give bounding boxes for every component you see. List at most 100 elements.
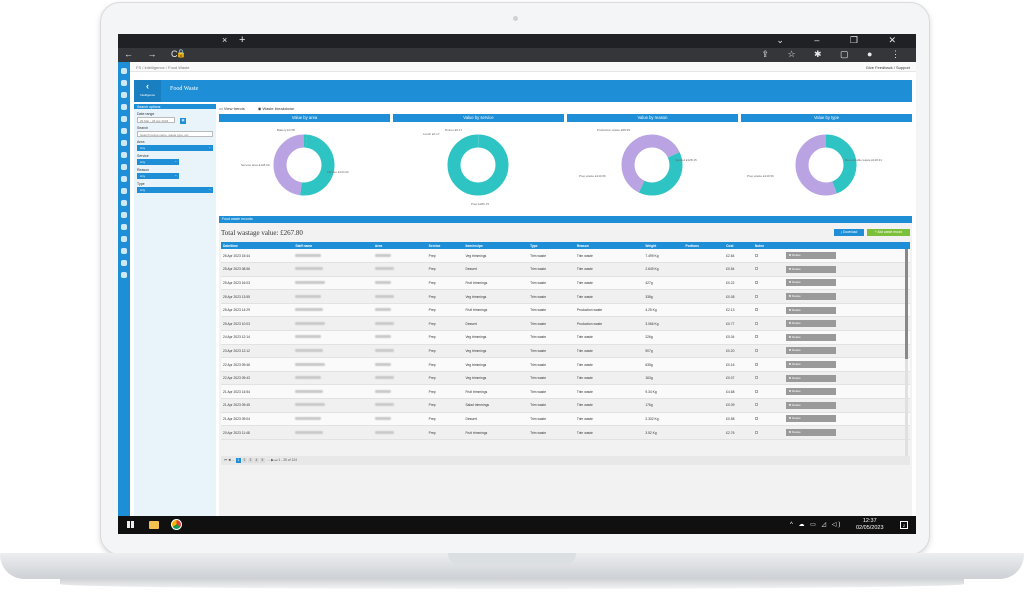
table-row[interactable]: 25 Apr 2023 16:03 Prep Fruit trimmings Trim… bbox=[221, 276, 910, 290]
table-row[interactable]: 25 Apr 2023 08:56 Prep Dessert Trim waste Tr… bbox=[221, 262, 910, 277]
column-header[interactable]: Service bbox=[428, 243, 441, 248]
table-row[interactable]: 24 Apr 2023 12:14 Prep Veg trimmings Trim w… bbox=[221, 330, 910, 345]
chrome-icon[interactable] bbox=[171, 519, 182, 530]
column-header[interactable]: Weight bbox=[645, 243, 657, 248]
column-header[interactable]: Date/time bbox=[223, 243, 238, 248]
nav-icon[interactable] bbox=[121, 116, 127, 122]
page-button[interactable]: 3 bbox=[247, 458, 253, 463]
notes-checkbox[interactable] bbox=[754, 362, 758, 366]
nav-icon[interactable] bbox=[121, 104, 127, 110]
nav-icon[interactable] bbox=[121, 200, 127, 206]
type-select[interactable]: Any ⌄ bbox=[137, 187, 213, 193]
windows-start-icon[interactable] bbox=[127, 521, 134, 528]
delete-button[interactable]: ✖ Delete bbox=[785, 401, 836, 409]
notes-checkbox[interactable] bbox=[754, 430, 758, 434]
nav-icon[interactable] bbox=[121, 80, 127, 86]
donut-segment[interactable] bbox=[621, 134, 683, 196]
first-page-icon[interactable]: ⏮ ◀ … bbox=[224, 458, 236, 462]
notes-checkbox[interactable] bbox=[754, 389, 758, 393]
column-header[interactable]: Type bbox=[530, 243, 538, 248]
notification-icon[interactable]: 2 bbox=[900, 521, 908, 529]
nav-icon[interactable] bbox=[121, 140, 127, 146]
delete-button[interactable]: ✖ Delete bbox=[785, 415, 836, 423]
delete-button[interactable]: ✖ Delete bbox=[785, 388, 836, 396]
nav-icon[interactable] bbox=[121, 260, 127, 266]
notes-checkbox[interactable] bbox=[754, 308, 758, 312]
delete-button[interactable]: ✖ Delete bbox=[785, 279, 836, 287]
column-header[interactable] bbox=[784, 242, 910, 249]
delete-button[interactable]: ✖ Delete bbox=[785, 333, 836, 341]
notes-checkbox[interactable] bbox=[754, 416, 758, 420]
donut-segment[interactable] bbox=[795, 134, 857, 196]
column-header[interactable]: Cost bbox=[726, 243, 734, 248]
date-range-input[interactable]: 26 Mar - 26 Apr 2023 ▦ bbox=[137, 117, 186, 124]
notes-checkbox[interactable] bbox=[754, 403, 758, 407]
calendar-icon[interactable]: ▦ bbox=[180, 118, 186, 124]
column-header[interactable]: Notes bbox=[754, 243, 765, 248]
table-row[interactable]: 25 Apr 2023 14:29 Prep Fruit trimmings Trim… bbox=[221, 303, 910, 317]
donut-segment[interactable] bbox=[447, 134, 509, 196]
delete-button[interactable]: ✖ Delete bbox=[785, 293, 836, 301]
system-tray[interactable]: ^ ☁ ▭ ◿ ◁) bbox=[790, 522, 843, 528]
table-row[interactable]: 21 Apr 2023 09:45 Prep Salad trimmings Trim… bbox=[221, 398, 910, 413]
table-row[interactable]: 26 Apr 2023 15:44 Prep Veg trimmings Trim w… bbox=[221, 249, 910, 263]
nav-icon[interactable] bbox=[121, 92, 127, 98]
donut-segment[interactable] bbox=[273, 134, 335, 196]
nav-icon[interactable] bbox=[121, 212, 127, 218]
feedback-link[interactable]: Give Feedback / Support bbox=[865, 65, 910, 70]
search-input[interactable]: Search recipe name, waste type, etc bbox=[137, 131, 213, 137]
notes-checkbox[interactable] bbox=[754, 280, 758, 284]
nav-icon[interactable] bbox=[121, 248, 127, 254]
new-tab-button[interactable]: + bbox=[239, 34, 246, 46]
delete-button[interactable]: ✖ Delete bbox=[785, 429, 836, 437]
notes-checkbox[interactable] bbox=[754, 376, 758, 380]
table-row[interactable]: 21 Apr 2023 09:04 Prep Dessert Trim waste Tr… bbox=[221, 412, 910, 426]
column-header[interactable]: Staff name bbox=[295, 243, 313, 248]
nav-icon[interactable] bbox=[121, 188, 127, 194]
table-row[interactable]: 25 Apr 2023 10:03 Prep Dessert Trim waste Pr… bbox=[221, 316, 910, 331]
tab-view-trends[interactable]: ▭ View trends bbox=[219, 106, 245, 111]
notes-checkbox[interactable] bbox=[754, 321, 758, 325]
page-button[interactable]: 5 bbox=[259, 458, 265, 463]
file-explorer-icon[interactable] bbox=[149, 521, 159, 529]
next-page-icon[interactable]: … ▶ ⏭ bbox=[266, 458, 278, 462]
nav-icon[interactable] bbox=[121, 164, 127, 170]
column-header[interactable]: Area bbox=[374, 243, 383, 248]
nav-icon[interactable] bbox=[121, 176, 127, 182]
column-header[interactable]: Portions bbox=[685, 243, 699, 248]
nav-icon[interactable] bbox=[121, 272, 127, 278]
column-header[interactable]: Item/recipe bbox=[465, 243, 483, 248]
table-row[interactable]: 22 Apr 2023 09:46 Prep Veg trimmings Trim w… bbox=[221, 357, 910, 372]
table-row[interactable]: 21 Apr 2023 14:54 Prep Fruit trimmings Trim… bbox=[221, 384, 910, 399]
breadcrumb[interactable]: FS / Intelligence / Food Waste bbox=[136, 65, 190, 70]
column-header[interactable]: Reason bbox=[576, 243, 589, 248]
nav-icon[interactable] bbox=[121, 236, 127, 242]
delete-button[interactable]: ✖ Delete bbox=[785, 306, 836, 314]
back-button[interactable]: ‹ Intelligence bbox=[134, 80, 161, 102]
tab-close-icon[interactable]: × bbox=[222, 35, 228, 45]
scrollbar-thumb[interactable] bbox=[905, 249, 908, 359]
notes-checkbox[interactable] bbox=[754, 267, 758, 271]
page-button[interactable]: 4 bbox=[253, 458, 259, 463]
table-row[interactable]: 23 Apr 2023 12:12 Prep Veg trimmings Trim w… bbox=[221, 344, 910, 358]
nav-buttons[interactable]: ← → C bbox=[124, 49, 184, 59]
notes-checkbox[interactable] bbox=[754, 294, 758, 298]
notes-checkbox[interactable] bbox=[754, 335, 758, 339]
lock-icon[interactable]: 🔒 bbox=[176, 49, 186, 58]
delete-button[interactable]: ✖ Delete bbox=[785, 265, 836, 273]
table-row[interactable]: 20 Apr 2023 11:48 Prep Fruit trimmings Trim… bbox=[221, 425, 910, 440]
window-controls[interactable]: ⌄ – ❐ ✕ bbox=[776, 35, 910, 45]
delete-button[interactable]: ✖ Delete bbox=[785, 374, 836, 382]
donut-segment[interactable] bbox=[621, 134, 683, 196]
nav-icon[interactable] bbox=[121, 224, 127, 230]
page-button[interactable]: 1 bbox=[235, 458, 241, 463]
toolbar-icons[interactable]: ⇪ ☆ ✱ ▢ ● ⋮ bbox=[761, 49, 908, 59]
service-select[interactable]: Any ⌄ bbox=[137, 159, 179, 165]
delete-button[interactable]: ✖ Delete bbox=[785, 252, 836, 260]
notes-checkbox[interactable] bbox=[754, 348, 758, 352]
notes-checkbox[interactable] bbox=[754, 253, 758, 257]
delete-button[interactable]: ✖ Delete bbox=[785, 361, 836, 369]
page-button[interactable]: 2 bbox=[241, 458, 247, 463]
tab-waste-breakdown[interactable]: ◉ Waste breakdown bbox=[257, 106, 295, 111]
nav-icon[interactable] bbox=[121, 68, 127, 74]
